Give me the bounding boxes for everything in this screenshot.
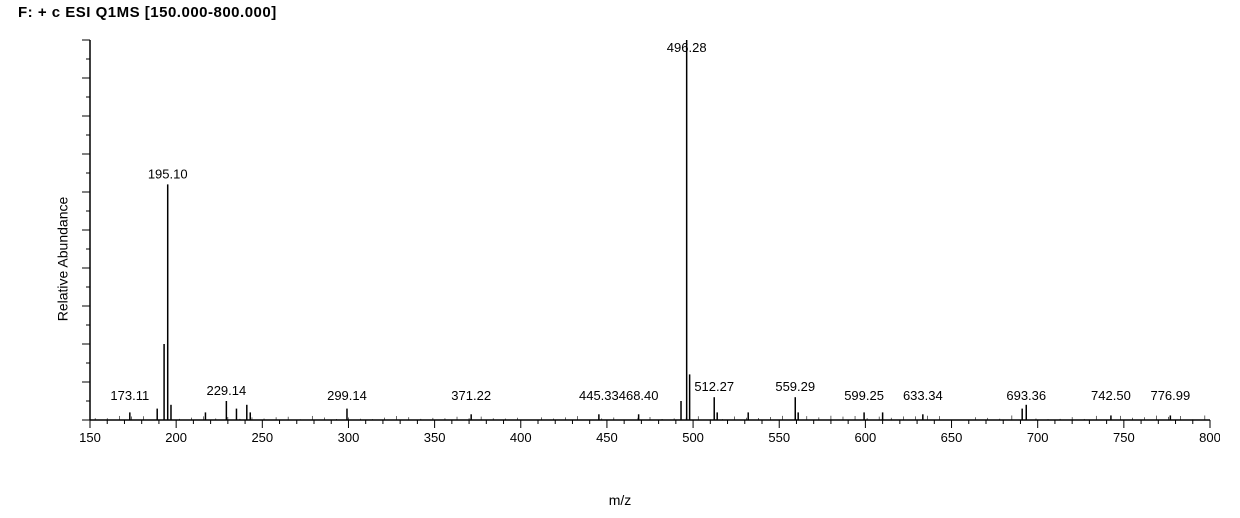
svg-text:693.36: 693.36 bbox=[1006, 388, 1046, 403]
svg-text:500: 500 bbox=[682, 430, 704, 445]
svg-text:371.22: 371.22 bbox=[451, 388, 491, 403]
svg-text:450: 450 bbox=[596, 430, 618, 445]
svg-text:173.11: 173.11 bbox=[110, 388, 149, 403]
spectrum-plot: 150 200 250 300 350 400 450 500 550 600 650 700 750 8… bbox=[80, 30, 1220, 460]
svg-text:200: 200 bbox=[165, 430, 187, 445]
svg-text:750: 750 bbox=[1113, 430, 1135, 445]
svg-text:800: 800 bbox=[1199, 430, 1220, 445]
svg-text:550: 550 bbox=[768, 430, 790, 445]
svg-text:600: 600 bbox=[855, 430, 877, 445]
svg-text:776.99: 776.99 bbox=[1150, 388, 1190, 403]
svg-text:299.14: 299.14 bbox=[327, 388, 367, 403]
svg-text:229.14: 229.14 bbox=[206, 383, 246, 398]
svg-text:250: 250 bbox=[251, 430, 273, 445]
svg-text:300: 300 bbox=[338, 430, 360, 445]
svg-text:559.29: 559.29 bbox=[775, 379, 815, 394]
svg-text:468.40: 468.40 bbox=[619, 388, 659, 403]
svg-text:599.25: 599.25 bbox=[844, 388, 884, 403]
svg-text:633.34: 633.34 bbox=[903, 388, 943, 403]
x-axis-label: m/z bbox=[0, 492, 1240, 508]
y-axis-label: Relative Abundance bbox=[54, 197, 70, 322]
svg-text:150: 150 bbox=[80, 430, 101, 445]
spectrum-container: F: + c ESI Q1MS [150.000-800.000] Relati… bbox=[0, 0, 1240, 518]
svg-text:700: 700 bbox=[1027, 430, 1049, 445]
scan-header: F: + c ESI Q1MS [150.000-800.000] bbox=[18, 4, 277, 21]
svg-text:742.50: 742.50 bbox=[1091, 388, 1131, 403]
svg-text:350: 350 bbox=[424, 430, 446, 445]
svg-text:496.28: 496.28 bbox=[667, 40, 707, 55]
svg-text:650: 650 bbox=[941, 430, 963, 445]
svg-text:512.27: 512.27 bbox=[694, 379, 734, 394]
svg-text:195.10: 195.10 bbox=[148, 166, 188, 181]
svg-text:445.33: 445.33 bbox=[579, 388, 619, 403]
svg-text:400: 400 bbox=[510, 430, 532, 445]
